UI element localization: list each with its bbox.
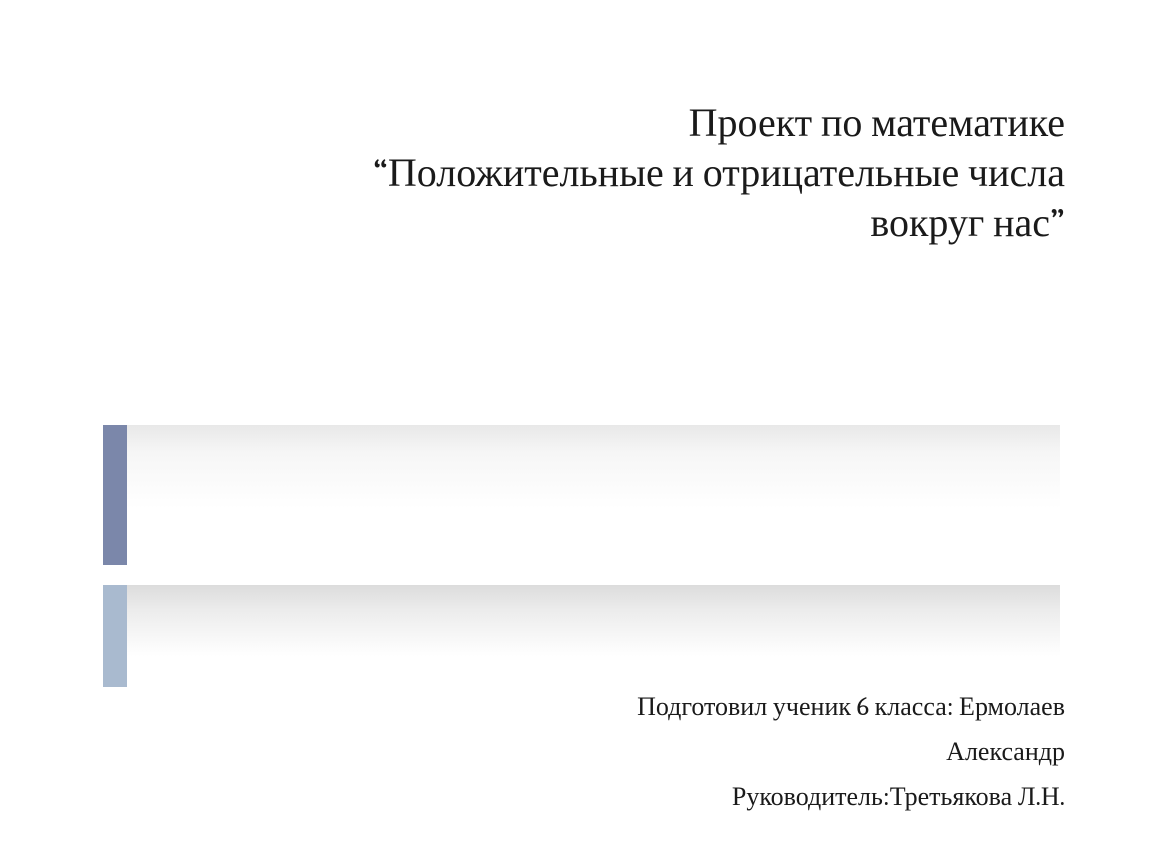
title-line-1: Проект по математике [103,98,1065,148]
decor-tab-lower [103,585,127,687]
title-line-3: вокруг нас” [103,198,1065,248]
slide: Проект по математике “Положительные и от… [0,0,1150,864]
student-line-2: Александр [300,735,1065,770]
student-line-1: Подготовил ученик 6 класса: Ермолаев [300,690,1065,725]
decor-bar-upper [103,425,1060,565]
credits-block: Подготовил ученик 6 класса: Ермолаев Але… [300,690,1065,815]
title-line-2: “Положительные и отрицательные числа [103,148,1065,198]
decor-body-upper [127,425,1060,565]
decor-tab-upper [103,425,127,565]
supervisor-line: Руководитель:Третьякова Л.Н. [300,780,1065,815]
decor-bar-lower [103,585,1060,687]
slide-title: Проект по математике “Положительные и от… [103,98,1065,248]
decor-body-lower [127,585,1060,687]
